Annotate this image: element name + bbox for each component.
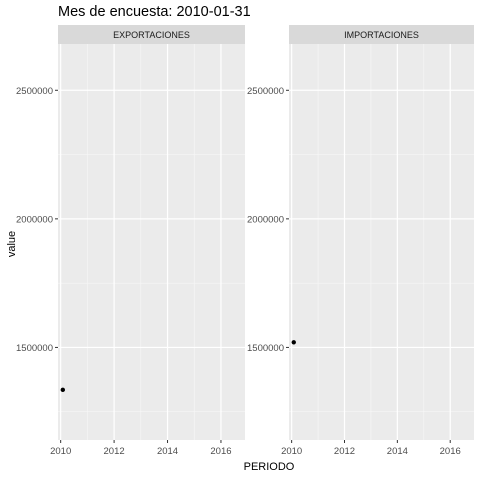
x-tick-label: 2016	[440, 446, 461, 457]
x-tick-label: 2010	[281, 446, 302, 457]
y-tick-label: 2500000	[16, 86, 53, 97]
facet-strip-label: IMPORTACIONES	[344, 30, 419, 40]
x-tick-label: 2014	[157, 446, 178, 457]
facet-panel-2: IMPORTACIONES 1500000 2000000 2500000 2010 20…	[247, 25, 474, 457]
facet-strip-label: EXPORTACIONES	[113, 30, 190, 40]
y-tick-label: 1500000	[16, 343, 53, 354]
facet-strip	[58, 25, 245, 44]
facet-panel-1: EXPORTACIONES 1500000 2000000 2500000 2010 20…	[16, 25, 245, 457]
panel-background	[289, 44, 474, 440]
x-tick-label: 2014	[387, 446, 408, 457]
panel-background	[58, 44, 245, 440]
x-axis-label: PERIODO	[243, 461, 295, 473]
y-tick-label: 2500000	[247, 86, 284, 97]
facet-strip	[289, 25, 474, 44]
x-tick-label: 2016	[210, 446, 231, 457]
data-point	[291, 340, 296, 345]
chart-title: Mes de encuesta: 2010-01-31	[58, 4, 251, 20]
x-tick-label: 2010	[50, 446, 71, 457]
y-tick-label: 1500000	[247, 343, 284, 354]
x-tick-label: 2012	[104, 446, 125, 457]
data-point	[60, 387, 66, 393]
y-tick-label: 2000000	[16, 214, 53, 225]
x-tick-label: 2012	[334, 446, 355, 457]
y-tick-label: 2000000	[247, 214, 284, 225]
